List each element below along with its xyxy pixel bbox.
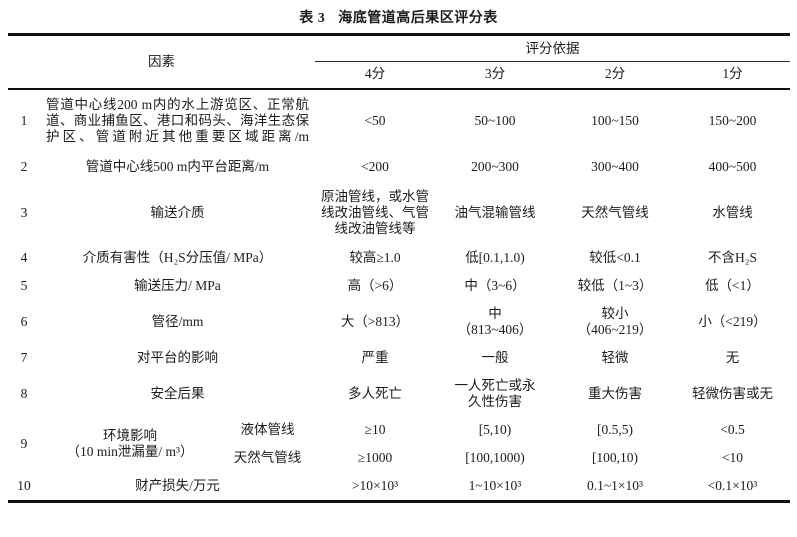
table-row: 5 输送压力/ MPa 高（>6） 中（3~6） 较低（1~3） 低（<1） xyxy=(8,272,790,300)
score-header-3: 3分 xyxy=(435,61,555,90)
score-cell: [0.5,5) xyxy=(597,422,633,437)
score-cell: 较低（1~3） xyxy=(577,278,653,293)
score-cell: 1~10×10³ xyxy=(468,478,522,493)
score-cell: 200~300 xyxy=(471,159,519,174)
score-cell: 中（3~6） xyxy=(464,278,526,293)
factor-cell: 管径/mm xyxy=(151,314,204,329)
score-cell: <10 xyxy=(721,450,744,465)
sub-factor-cell: 天然气管线 xyxy=(233,450,302,465)
row-number: 4 xyxy=(20,250,28,265)
table-title: 表 3 海底管道高后果区评分表 xyxy=(0,0,797,33)
score-cell: 原油管线，或水管 线改油管线、气管 线改油管线等 xyxy=(321,189,429,236)
score-cell: <0.5 xyxy=(720,422,745,437)
score-header-1: 1分 xyxy=(675,61,790,90)
table-row: 4 介质有害性（H₂S分压值/ MPa） 较高≥1.0 低[0.1,1.0) 较… xyxy=(8,244,790,272)
row-number: 2 xyxy=(20,159,28,174)
table-title-text: 海底管道高后果区评分表 xyxy=(338,11,498,26)
score-cell: 轻微伤害或无 xyxy=(692,386,773,401)
score-cell: 0.1~1×10³ xyxy=(586,478,644,493)
score-cell: 水管线 xyxy=(712,205,753,220)
row-number: 3 xyxy=(20,205,28,220)
score-cell: 400~500 xyxy=(708,159,757,174)
score-cell: 一般 xyxy=(481,350,509,365)
factor-header-cell: 因素 xyxy=(8,34,315,90)
score-cell: 多人死亡 xyxy=(348,386,402,401)
score-cell: 油气混输管线 xyxy=(454,205,536,220)
score-cell: <50 xyxy=(364,113,386,128)
score-cell: 大（>813） xyxy=(340,314,410,329)
score-cell: 较低<0.1 xyxy=(589,250,641,265)
basis-header-cell: 评分依据 xyxy=(315,34,790,62)
factor-cell: 财产损失/万元 xyxy=(135,478,220,493)
table-row: 10 财产损失/万元 >10×10³ 1~10×10³ 0.1~1×10³ <0… xyxy=(8,472,790,502)
score-cell: 低[0.1,1.0) xyxy=(465,250,525,265)
factor-cell: 介质有害性（H₂S分压值/ MPa） xyxy=(82,250,273,265)
factor-cell: 安全后果 xyxy=(150,386,205,401)
score-cell: ≥10 xyxy=(364,422,386,437)
factor-cell: 输送压力/ MPa xyxy=(134,278,221,293)
row-number: 6 xyxy=(20,314,28,329)
table-row: 9 环境影响 （10 min泄漏量/ m³） 液体管线 ≥10 [5,10) [… xyxy=(8,416,790,459)
factor-cell: 管道中心线500 m内平台距离/m xyxy=(85,159,270,174)
table-row: 8 安全后果 多人死亡 一人死亡或永 久性伤害 重大伤害 轻微伤害或无 xyxy=(8,372,790,416)
score-cell: 50~100 xyxy=(474,113,516,128)
score-cell: 较小 （406~219） xyxy=(577,306,653,337)
score-cell: [100,1000) xyxy=(465,450,525,465)
score-header-2: 2分 xyxy=(555,61,675,90)
table-row: 1 管道中心线200 m内的水上游览区、正常航道、商业捕鱼区、港口和码头、海洋生… xyxy=(8,89,790,152)
row-number: 7 xyxy=(20,350,28,365)
score-cell: 100~150 xyxy=(591,113,639,128)
table-row: 6 管径/mm 大（>813） 中 （813~406） 较小 （406~219）… xyxy=(8,300,790,344)
score-cell: 高（>6） xyxy=(347,278,403,293)
score-cell: 严重 xyxy=(361,350,389,365)
sub-factor-cell: 液体管线 xyxy=(240,422,295,437)
score-cell: 一人死亡或永 久性伤害 xyxy=(454,378,536,409)
score-cell: ≥1000 xyxy=(357,450,393,465)
table-row: 3 输送介质 原油管线，或水管 线改油管线、气管 线改油管线等 油气混输管线 天… xyxy=(8,182,790,244)
score-cell: 轻微 xyxy=(601,350,629,365)
score-cell: 150~200 xyxy=(708,113,757,128)
score-cell: [100,10) xyxy=(591,450,639,465)
score-cell: 较高≥1.0 xyxy=(349,250,401,265)
score-cell: 300~400 xyxy=(591,159,639,174)
factor-cell: 输送介质 xyxy=(150,205,205,220)
table-number-label: 表 3 xyxy=(299,11,326,26)
score-cell: [5,10) xyxy=(478,422,512,437)
table-row: 天然气管线 ≥1000 [100,1000) [100,10) <10 xyxy=(8,444,790,472)
score-cell: 不含H₂S xyxy=(708,250,757,265)
table-row: 7 对平台的影响 严重 一般 轻微 无 xyxy=(8,344,790,372)
factor-cell: 管道中心线200 m内的水上游览区、正常航道、商业捕鱼区、港口和码头、海洋生态保… xyxy=(46,97,309,144)
score-cell: 中 （813~406） xyxy=(457,306,533,337)
table-row: 2 管道中心线500 m内平台距离/m <200 200~300 300~400… xyxy=(8,152,790,182)
score-cell: <200 xyxy=(361,159,389,174)
row-number: 5 xyxy=(20,278,28,293)
score-cell: >10×10³ xyxy=(351,478,399,493)
row-number: 8 xyxy=(20,386,28,401)
table-header: 因素 评分依据 4分 3分 2分 1分 xyxy=(8,34,790,90)
row-number: 9 xyxy=(20,436,28,451)
row-number: 10 xyxy=(17,478,31,493)
scoring-table: 因素 评分依据 4分 3分 2分 1分 1 管道中心线200 m内的水上游览区、… xyxy=(8,33,790,503)
row-number: 1 xyxy=(20,113,28,128)
factor-cell: 环境影响 （10 min泄漏量/ m³） xyxy=(66,428,194,459)
score-cell: <0.1×10³ xyxy=(707,478,758,493)
score-cell: 天然气管线 xyxy=(581,205,649,220)
factor-cell: 对平台的影响 xyxy=(137,350,218,365)
score-cell: 小（<219） xyxy=(698,314,767,329)
score-cell: 重大伤害 xyxy=(588,386,642,401)
score-cell: 无 xyxy=(725,350,740,365)
score-cell: 低（<1） xyxy=(705,278,760,293)
score-header-4: 4分 xyxy=(315,61,435,90)
